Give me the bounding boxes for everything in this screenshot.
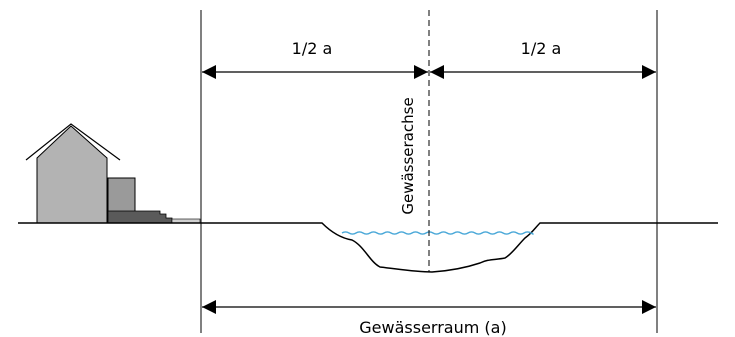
half-width-label-right: 1/2 a xyxy=(521,39,562,58)
water-surface xyxy=(341,231,534,235)
river-axis-label: Gewässerachse xyxy=(399,97,417,214)
total-width-label: Gewässerraum (a) xyxy=(359,318,506,337)
half-width-label-left: 1/2 a xyxy=(292,39,333,58)
house-illustration xyxy=(25,123,201,224)
ground-line xyxy=(18,222,718,273)
house-roof xyxy=(25,123,121,161)
house-stairs xyxy=(107,210,173,224)
house-body xyxy=(36,125,108,224)
